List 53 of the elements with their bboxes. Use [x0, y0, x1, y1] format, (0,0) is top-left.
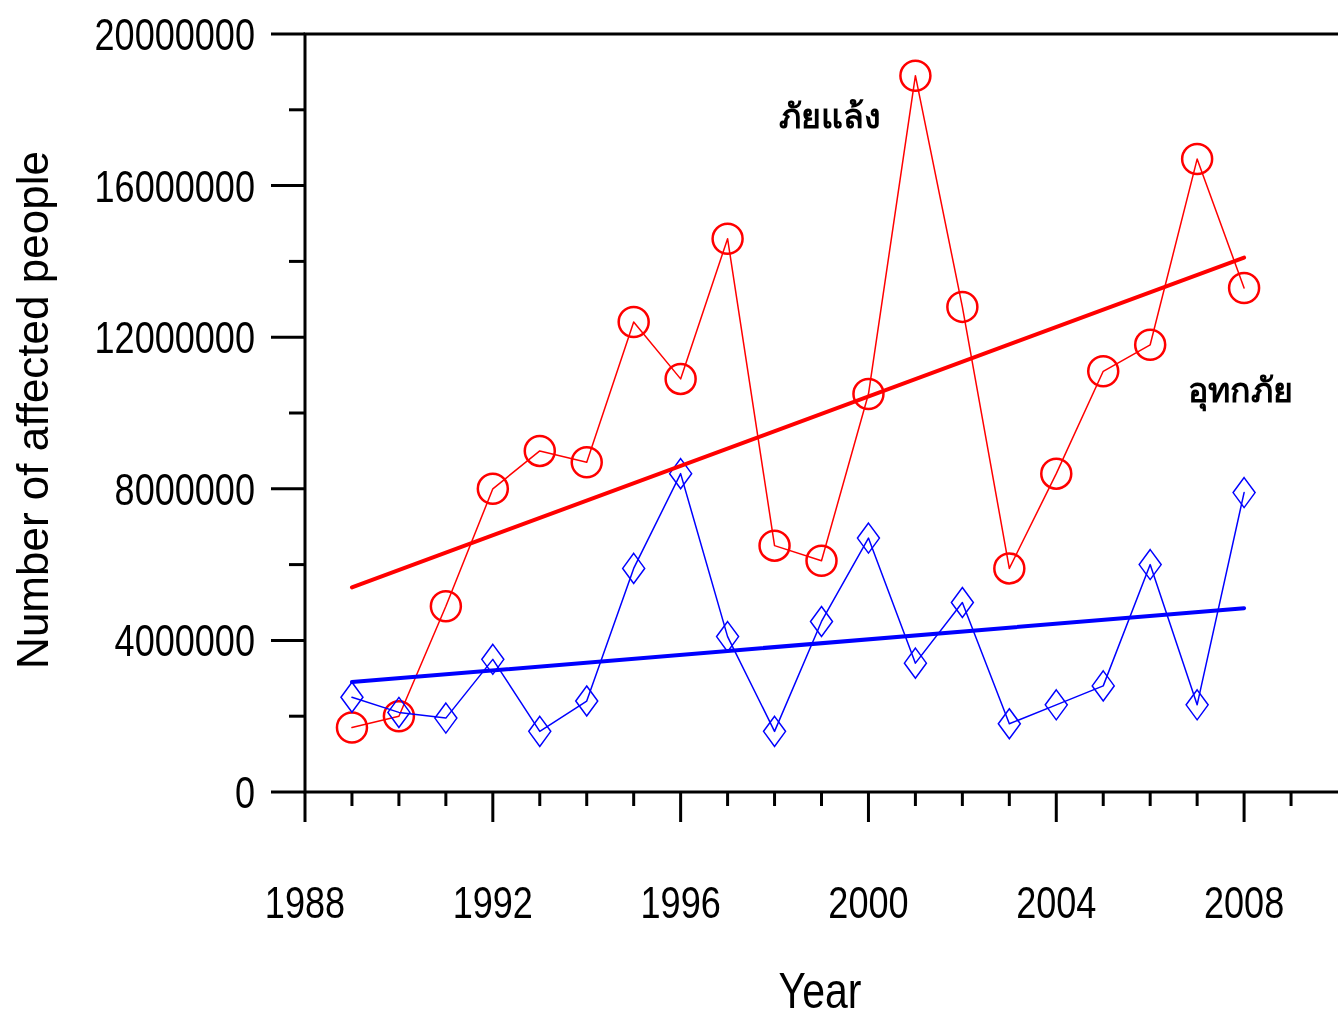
point — [950, 586, 975, 619]
point — [664, 362, 697, 396]
y-tick-label: 4000000 — [114, 617, 255, 667]
y-tick-label: 12000000 — [94, 313, 255, 364]
point — [852, 377, 885, 411]
point — [429, 590, 463, 623]
point — [758, 529, 791, 562]
point — [856, 522, 881, 554]
point — [805, 544, 838, 578]
annotation: อุทกภัย — [1187, 370, 1293, 412]
point — [570, 446, 603, 479]
point — [1091, 670, 1115, 702]
point — [528, 715, 552, 748]
y-tick-label: 20000000 — [94, 10, 255, 60]
point — [481, 643, 505, 676]
point — [1086, 355, 1120, 388]
point — [993, 552, 1026, 585]
point — [762, 715, 787, 748]
y-axis-title: Number of affected people — [8, 151, 57, 669]
point — [668, 457, 693, 490]
x-tick-label: 2000 — [828, 878, 909, 928]
point — [476, 472, 510, 506]
point — [1185, 689, 1209, 721]
point — [1044, 689, 1069, 721]
point — [617, 305, 650, 339]
point — [711, 222, 744, 255]
point — [899, 59, 932, 92]
x-tick-label: 2004 — [1016, 878, 1097, 928]
point — [1227, 271, 1261, 305]
point — [903, 647, 928, 679]
point — [946, 290, 979, 324]
point — [1180, 142, 1214, 176]
annotation: ภัยแล้ง — [779, 96, 881, 136]
point — [621, 552, 646, 585]
point — [1232, 476, 1256, 509]
point — [1138, 548, 1162, 581]
point — [997, 708, 1022, 740]
point — [434, 702, 458, 734]
point — [523, 434, 557, 468]
point — [809, 605, 834, 638]
y-tick-label: 8000000 — [114, 465, 255, 515]
x-axis-title: Year — [778, 963, 862, 1018]
y-tick-label: 16000000 — [94, 162, 255, 212]
point — [574, 685, 599, 717]
x-tick-label: 1992 — [452, 878, 533, 928]
x-tick-label: 1996 — [640, 878, 721, 928]
x-tick-label: 1988 — [264, 878, 346, 928]
point — [335, 711, 369, 744]
point — [1040, 457, 1073, 490]
y-tick-label: 0 — [234, 768, 255, 818]
point — [340, 681, 364, 713]
point — [1133, 328, 1167, 362]
x-tick-label: 2008 — [1203, 878, 1285, 928]
